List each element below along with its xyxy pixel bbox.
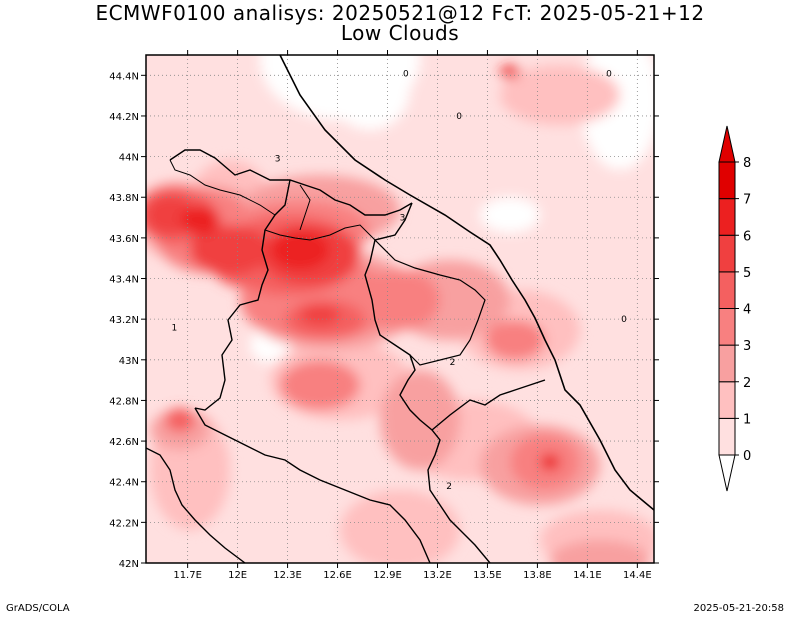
region-border-inner (374, 239, 486, 366)
colorbar-segment (718, 198, 736, 236)
field-blob (485, 320, 545, 360)
y-tick-label: 42N (119, 559, 139, 570)
region-border-abruzzo (431, 379, 546, 431)
colorbar-segment (718, 381, 736, 419)
colorbar-label: 6 (743, 229, 751, 244)
colorbar-segment (718, 344, 736, 383)
contour-label: 3 (275, 155, 281, 165)
colorbar-label: 5 (743, 266, 751, 281)
coastline (279, 55, 654, 511)
x-tick-label: 11.7E (173, 570, 202, 581)
colorbar-segment (718, 417, 736, 456)
colorbar-label: 8 (743, 156, 751, 171)
contour-label: 0 (403, 69, 409, 79)
y-tick-label: 43N (119, 356, 139, 367)
y-tick-label: 42.4N (109, 478, 139, 489)
colorbar-label: 2 (743, 376, 751, 391)
y-tick-label: 43.6N (109, 234, 139, 245)
grid-lines (146, 55, 654, 563)
west-coast-line (146, 447, 246, 563)
contour-label: 1 (171, 323, 177, 333)
x-tick-label: 12.6E (323, 570, 352, 581)
y-tick-label: 43.4N (109, 275, 139, 286)
x-tick-label: 13.5E (473, 570, 502, 581)
colorbar-label: 1 (743, 412, 751, 427)
region-border-north (169, 149, 413, 216)
y-tick-label: 44.2N (109, 112, 139, 123)
field-blob (330, 55, 410, 130)
y-tick-label: 42.2N (109, 518, 139, 529)
x-tick-label: 13.8E (523, 570, 552, 581)
x-tick-label: 14.1E (573, 570, 602, 581)
colorbar-max-arrow (718, 125, 736, 163)
map-title: ECMWF0100 analisys: 20250521@12 FcT: 202… (95, 1, 705, 25)
region-border-lazio (194, 407, 431, 563)
field-blob (360, 270, 440, 330)
province-border-a (264, 224, 376, 241)
axis-ticks: 11.7E 12E 12.3E 12.6E 12.9E 13.2E 13.5E 13.8E 14… (109, 50, 659, 581)
field-blob (340, 490, 460, 563)
contour-label: 0 (621, 315, 627, 325)
x-tick-label: 12E (228, 570, 247, 581)
contour-label: 2 (446, 482, 452, 492)
y-tick-label: 44.4N (109, 71, 139, 82)
plot-frame (145, 54, 655, 564)
colorbar-label: 7 (743, 193, 751, 208)
footer-software-label: GrADS/COLA (6, 603, 70, 614)
field-blob (270, 230, 330, 270)
x-tick-label: 12.3E (273, 570, 302, 581)
colorbar-label: 0 (743, 449, 751, 464)
contour-label: 3 (400, 214, 406, 224)
colorbar-segment (718, 234, 736, 273)
field-blob (280, 360, 360, 410)
colorbar-segment (718, 271, 736, 309)
colorbar-segment (718, 161, 736, 200)
x-tick-label: 14.4E (623, 570, 652, 581)
region-border-umbria (364, 202, 491, 563)
province-border-b (299, 184, 311, 231)
field-blob (300, 305, 340, 325)
field-blob (540, 454, 560, 470)
field-blob (500, 65, 620, 125)
y-tick-label: 43.2N (109, 315, 139, 326)
y-tick-label: 44N (119, 153, 139, 164)
colorbar-min-arrow (718, 454, 736, 492)
contour-label: 0 (606, 69, 612, 79)
contour-label: 2 (450, 358, 456, 368)
field-blob (480, 197, 540, 233)
y-tick-label: 42.8N (109, 396, 139, 407)
footer-timestamp: 2025-05-21-20:58 (693, 603, 784, 614)
x-tick-label: 12.9E (373, 570, 402, 581)
colorbar-segment (718, 308, 736, 346)
field-blob (165, 408, 195, 432)
colorbar-label: 3 (743, 339, 751, 354)
field-blobs (146, 55, 654, 563)
cloud-cover-field (146, 55, 654, 563)
y-tick-label: 43.8N (109, 193, 139, 204)
contour-label: 0 (456, 112, 462, 122)
province-border-c (169, 159, 276, 216)
region-border-marche-west (194, 179, 291, 411)
region-boundaries (146, 55, 654, 563)
y-tick-label: 42.6N (109, 437, 139, 448)
colorbar-label: 4 (743, 303, 751, 318)
field-blob (180, 205, 220, 235)
contour-labels: 0 0 0 0 3 3 1 2 2 (171, 69, 627, 491)
x-tick-label: 13.2E (423, 570, 452, 581)
map-subtitle: Low Clouds (340, 21, 460, 45)
field-blob (550, 540, 650, 563)
